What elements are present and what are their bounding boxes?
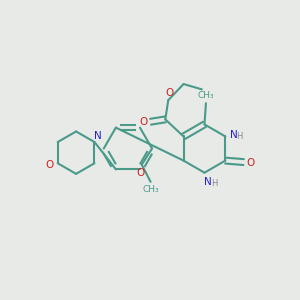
- Text: O: O: [246, 158, 254, 168]
- Text: N: N: [204, 177, 212, 187]
- Text: O: O: [136, 168, 144, 178]
- Text: N: N: [230, 130, 238, 140]
- Text: O: O: [166, 88, 174, 98]
- Text: O: O: [139, 117, 147, 127]
- Text: CH₃: CH₃: [198, 91, 214, 100]
- Text: CH₃: CH₃: [143, 185, 160, 194]
- Text: H: H: [236, 132, 243, 141]
- Text: O: O: [45, 160, 54, 170]
- Text: H: H: [211, 179, 217, 188]
- Text: N: N: [94, 130, 102, 141]
